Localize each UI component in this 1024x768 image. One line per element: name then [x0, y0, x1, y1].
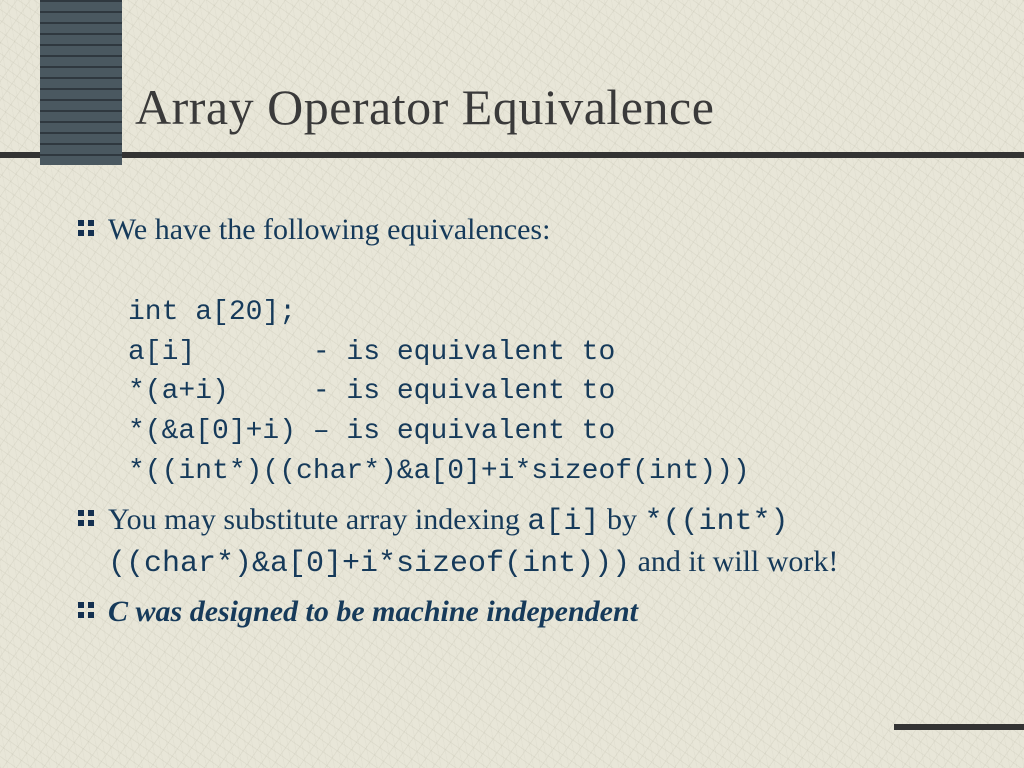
bullet-lead-text: C was designed to be machine independent — [108, 592, 638, 631]
grid-bullet-icon — [78, 602, 94, 618]
footer-accent-rule — [894, 724, 1024, 730]
bullet-item: We have the following equivalences: int … — [78, 210, 974, 492]
inline-code: a[i] — [527, 505, 599, 539]
text-run: by — [599, 503, 644, 536]
text-run: You may substitute array indexing — [108, 503, 527, 536]
text-run: and it will work! — [630, 545, 838, 578]
code-line: *((int*)((char*)&a[0]+i*sizeof(int))) — [128, 456, 750, 487]
code-line: a[i] - is equivalent to — [128, 337, 615, 368]
grid-bullet-icon — [78, 220, 94, 236]
code-line: *(a+i) - is equivalent to — [128, 376, 615, 407]
bullet-lead-text: We have the following equivalences: — [108, 210, 550, 249]
emphasized-text: C was designed to be machine independent — [108, 595, 638, 628]
code-block: int a[20]; a[i] - is equivalent to *(a+i… — [128, 253, 974, 492]
bullet-lead-text: You may substitute array indexing a[i] b… — [108, 500, 974, 584]
content-area: We have the following equivalences: int … — [78, 210, 974, 639]
code-line: *(&a[0]+i) – is equivalent to — [128, 416, 615, 447]
title-underline-rule — [0, 152, 1024, 158]
slide-title: Array Operator Equivalence — [135, 78, 714, 136]
grid-bullet-icon — [78, 510, 94, 526]
corner-stripe-block — [40, 0, 122, 165]
bullet-item: You may substitute array indexing a[i] b… — [78, 500, 974, 584]
code-line: int a[20]; — [128, 297, 296, 328]
bullet-item: C was designed to be machine independent — [78, 592, 974, 631]
